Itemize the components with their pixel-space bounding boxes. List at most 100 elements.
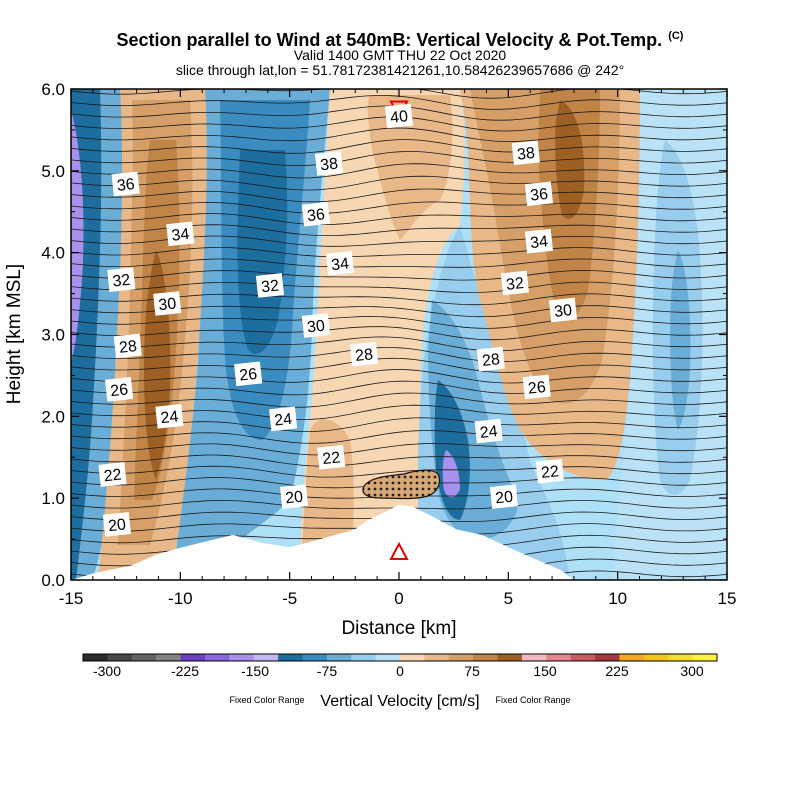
svg-text:30: 30 [306,318,326,337]
colorbar-swatch [546,654,571,661]
contour-label: 26 [522,374,551,400]
colorbar-swatch [619,654,645,661]
contour-label: 32 [500,270,529,296]
hatched-cloud-area [362,469,441,500]
svg-text:30: 30 [553,302,573,321]
theta-isoline [71,213,727,225]
colorbar-swatch [302,654,328,661]
contour-label: 38 [511,140,540,166]
colorbar-swatch [643,654,669,661]
contour-label: 32 [255,273,285,298]
colorbar-tick-label: 75 [464,663,480,679]
theta-isoline [71,357,727,373]
contour-label: 36 [524,181,554,207]
theta-isoline [71,392,727,408]
svg-text:36: 36 [306,206,326,225]
svg-text:26: 26 [239,366,259,385]
downdraft-mid-core [237,150,288,354]
svg-text:28: 28 [118,338,138,357]
theta-isoline [71,454,727,467]
svg-text:20: 20 [284,489,304,508]
theta-isoline [71,201,727,214]
y-axis-label: Height [km MSL] [4,264,25,404]
colorbar-swatch [351,654,376,661]
contour-label: 22 [535,458,564,484]
svg-text:32: 32 [112,272,132,291]
theta-isoline [71,369,727,384]
colorbar-swatch [156,654,181,661]
contour-label: 26 [105,377,134,402]
theta-isoline [71,293,727,306]
svg-text:22: 22 [540,463,560,482]
x-tick-label: 0 [394,589,403,608]
colorbar-swatch [326,654,352,661]
contour-label: 28 [349,341,379,367]
y-tick-label: 0.0 [41,571,65,590]
contour-label: 20 [279,484,309,509]
colorbar-swatch [595,654,620,661]
svg-text:20: 20 [107,516,127,535]
colorbar-tick-label: 150 [533,663,557,679]
colorbar-note-right: Fixed Color Range [495,695,570,705]
svg-text:24: 24 [160,408,180,427]
colorbar-swatch [83,654,108,661]
contour-label: 26 [234,361,263,387]
y-tick-label: 3.0 [41,326,65,345]
contour-label: 30 [301,313,330,338]
svg-text:26: 26 [110,381,130,400]
colorbar-tick-label: 225 [605,663,629,679]
theta-isoline [71,270,727,281]
colorbar-swatch [107,654,133,661]
contour-label: 24 [155,404,184,429]
x-tick-label: -15 [59,589,84,608]
contour-label: 30 [548,297,578,323]
colorbar-swatch [131,654,157,661]
theta-isoline [71,281,727,293]
colorbar-swatch [204,654,230,661]
location-marker-triangle [389,541,409,560]
x-tick-label: 10 [608,589,627,608]
theta-isoline [71,336,727,352]
updraft-central-inner [367,95,453,240]
theta-isoline [71,188,727,203]
svg-text:36: 36 [529,186,549,205]
slice-info: slice through lat,lon = 51.7817238142126… [175,62,625,78]
contour-label: 28 [476,346,505,372]
svg-text:28: 28 [354,346,374,365]
colorbar-swatch [692,654,718,661]
theta-isoline [71,326,727,341]
contour-label: 22 [317,444,346,470]
svg-text:26: 26 [527,379,547,398]
contour-label: 20 [489,484,519,509]
svg-text:34: 34 [330,255,350,274]
colorbar-tick-label: -150 [241,663,269,679]
x-tick-label: -5 [282,589,297,608]
colorbar-swatch [473,654,498,661]
theta-isoline [71,127,727,142]
y-tick-label: 1.0 [41,489,65,508]
svg-text:24: 24 [479,423,499,442]
contour-label: 30 [153,291,182,316]
contour-label: 34 [325,251,355,276]
y-tick-label: 2.0 [41,407,65,426]
svg-text:24: 24 [274,411,294,430]
colorbar-swatch [668,654,693,661]
theta-isoline [71,75,727,87]
theta-isoline [71,347,727,363]
downdraft-far-right-core [670,250,691,430]
theta-isoline [71,443,727,456]
colorbar-note-left: Fixed Color Range [229,695,304,705]
y-tick-label: 5.0 [41,162,65,181]
colorbar-tick-label: 0 [396,663,404,679]
svg-text:34: 34 [529,233,549,252]
colorbar: -300 -225 -150 -75 0 75 150 225 300 [82,653,718,679]
svg-text:22: 22 [103,467,123,486]
contour-labels: 20 22 24 26 28 30 32 34 36 38 36 34 32 30 28 26 24 22 20 40… [98,103,578,537]
y-tick-label: 4.0 [41,244,65,263]
svg-text:38: 38 [516,145,536,164]
colorbar-swatch [229,654,254,661]
contour-label: 34 [524,228,554,254]
colorbar-swatch [521,654,547,661]
x-axis: -15 -10 -5 0 5 10 15 [59,89,736,608]
